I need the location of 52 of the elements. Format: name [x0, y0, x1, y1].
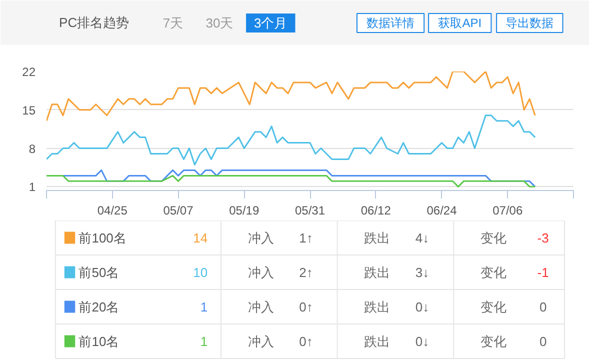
- text: 1↑: [299, 230, 313, 246]
- text: 1: [200, 299, 208, 314]
- text: 冲入: [248, 230, 274, 246]
- text: 数据详情: [366, 16, 415, 30]
- text: 0↑: [299, 334, 313, 349]
- text: 跌出: [364, 264, 390, 280]
- text: -3: [537, 230, 549, 246]
- text: 7天: [162, 16, 184, 30]
- x-tick-label: 05/31: [294, 204, 326, 218]
- text: 冲入: [248, 334, 274, 349]
- y-tick-label: 1: [28, 180, 36, 194]
- text: 0: [539, 299, 547, 314]
- text: 跌出: [364, 334, 390, 349]
- text: 14: [193, 230, 208, 246]
- text: 跌出: [364, 230, 390, 246]
- y-tick-label: 15: [22, 103, 36, 118]
- text: 1: [200, 334, 208, 349]
- text: 跌出: [364, 299, 390, 314]
- x-tick-label: 04/25: [97, 204, 128, 218]
- legend-label: 前10名: [78, 334, 120, 349]
- chart-title: PC排名趋势: [59, 15, 130, 30]
- text: 0↓: [415, 299, 430, 314]
- text: 冲入: [248, 264, 274, 280]
- text: 获取API: [438, 16, 482, 30]
- x-tick-label: 05/07: [163, 204, 194, 218]
- text: 3个月: [254, 16, 288, 30]
- line-series: [46, 114, 536, 166]
- x-tick-label: 06/12: [360, 204, 392, 218]
- text: 变化: [480, 264, 506, 280]
- text: 30天: [206, 16, 234, 30]
- text: 导出数据: [506, 16, 554, 30]
- text: -1: [537, 264, 549, 280]
- y-tick-label: 22: [22, 65, 36, 79]
- text: 0↓: [415, 334, 430, 349]
- x-tick-label: 05/19: [229, 204, 260, 218]
- x-tick-label: 07/06: [492, 204, 523, 218]
- line-series: [46, 72, 536, 122]
- text: 变化: [480, 299, 506, 314]
- x-tick-label: 06/24: [426, 204, 458, 218]
- text: 0: [539, 334, 547, 349]
- text: 3↓: [415, 264, 430, 280]
- legend-label: 前20名: [78, 299, 120, 314]
- text: 变化: [480, 334, 506, 349]
- text: 4↓: [415, 230, 430, 246]
- legend-label: 前50名: [78, 264, 120, 280]
- text: 冲入: [248, 299, 274, 314]
- text: 2↑: [299, 264, 313, 280]
- text: 10: [193, 264, 208, 280]
- text: 变化: [480, 230, 506, 246]
- text: 0↑: [299, 299, 313, 314]
- legend-label: 前100名: [78, 230, 126, 246]
- y-tick-label: 8: [28, 142, 36, 156]
